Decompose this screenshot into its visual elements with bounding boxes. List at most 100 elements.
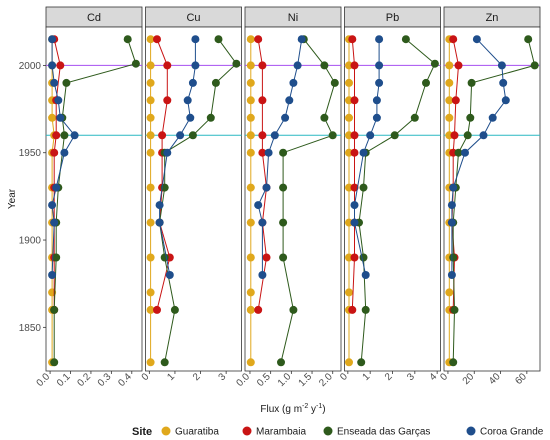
- data-point-pb-0-1980: [345, 96, 353, 105]
- data-point-cu-0-2015: [146, 35, 155, 44]
- data-point-ni-2-1860: [289, 305, 298, 314]
- data-point-pb-1-1960: [350, 131, 359, 140]
- data-point-pb-1-1930: [350, 183, 359, 192]
- panel-cu: Cu 0 1 2 3: [140, 6, 242, 383]
- data-point-ni-0-2015: [246, 35, 255, 44]
- panel-ni: Ni0.0 0.5 1.0 1.5 2.0: [234, 6, 342, 389]
- data-point-ni-3-1960: [270, 131, 279, 140]
- data-point-zn-3-1980: [501, 96, 510, 105]
- data-point-ni-2-1960: [328, 131, 337, 140]
- x-tick-label-cu-3: 3: [217, 371, 229, 383]
- legend-label-3: Coroa Grande: [480, 427, 544, 438]
- x-axis-title-mid: y: [308, 404, 316, 415]
- data-point-ni-1-1980: [258, 96, 267, 105]
- series-line-cu-3: [159, 39, 196, 276]
- data-point-ni-0-1860: [246, 305, 255, 314]
- data-point-ni-2-1930: [279, 183, 288, 192]
- data-point-cd-2-1830: [50, 358, 59, 367]
- data-point-pb-3-1920: [350, 201, 359, 210]
- data-point-zn-2-1830: [449, 358, 458, 367]
- data-point-ni-3-2015: [297, 35, 306, 44]
- data-point-pb-1-1860: [348, 305, 357, 314]
- x-tick-label-pb-2: 2: [383, 371, 395, 383]
- data-point-ni-1-2000: [258, 61, 267, 70]
- data-point-pb-3-1970: [372, 113, 381, 122]
- data-point-zn-0-1980: [445, 96, 454, 105]
- data-point-ni-2-1910: [279, 218, 288, 227]
- data-point-pb-2-1960: [390, 131, 399, 140]
- data-point-cd-3-1910: [50, 218, 59, 227]
- data-point-pb-0-1830: [345, 358, 353, 367]
- data-point-cu-3-1980: [183, 96, 192, 105]
- data-point-ni-1-2015: [254, 35, 263, 44]
- data-point-ni-3-1910: [258, 218, 267, 227]
- data-point-cu-0-2000: [146, 61, 155, 70]
- data-point-pb-3-1960: [366, 131, 375, 140]
- data-point-ni-0-1970: [246, 113, 255, 122]
- panel-frame-ni: [244, 26, 342, 372]
- data-point-zn-0-1990: [445, 78, 454, 87]
- data-point-zn-0-1970: [445, 113, 454, 122]
- data-point-cu-0-1970: [146, 113, 155, 122]
- y-tick-label-2000: 2000: [19, 61, 42, 72]
- data-point-cu-2-1970: [206, 113, 215, 122]
- data-point-zn-2-1890: [449, 253, 458, 262]
- panel-cd: Cd0.0 0.1 0.2 0.3 0.4: [35, 6, 143, 389]
- data-point-cd-2-1990: [62, 78, 71, 87]
- data-point-zn-3-1880: [447, 271, 456, 279]
- x-axis-title-main: Flux (g m: [260, 404, 302, 415]
- data-point-pb-0-1950: [345, 148, 353, 157]
- data-point-cd-2-1960: [60, 131, 69, 140]
- data-point-ni-0-1890: [246, 253, 255, 262]
- data-point-ni-0-1960: [246, 131, 255, 140]
- x-axis-title-end: ): [322, 404, 325, 415]
- data-point-cu-0-1930: [146, 183, 155, 192]
- data-point-ni-2-1830: [277, 358, 285, 367]
- data-point-cu-0-1870: [146, 288, 155, 297]
- data-point-ni-2-1990: [330, 78, 339, 87]
- legend: Site Guaratiba Marambaia Enseada das Garça…: [132, 426, 544, 438]
- data-point-cd-2-1890: [52, 253, 61, 262]
- panel-strip-label-ni: Ni: [288, 12, 298, 24]
- data-point-cd-3-2015: [48, 35, 57, 44]
- data-point-pb-2-1830: [357, 358, 366, 367]
- data-point-ni-1-1950: [258, 148, 267, 157]
- data-point-zn-2-1990: [467, 78, 476, 87]
- data-point-pb-1-2000: [350, 61, 359, 70]
- legend-key-0: [161, 426, 171, 436]
- legend-label-0: Guaratiba: [175, 427, 219, 438]
- panel-strip-label-cd: Cd: [87, 12, 101, 24]
- data-point-ni-0-1930: [246, 183, 255, 192]
- data-point-zn-3-1970: [488, 113, 497, 122]
- y-tick-label-1850: 1850: [19, 323, 42, 334]
- data-point-ni-0-1870: [246, 288, 255, 297]
- data-point-pb-0-1890: [345, 253, 353, 262]
- x-axis-title-sup1: -2: [302, 403, 308, 410]
- legend-title: Site: [132, 426, 152, 438]
- data-point-pb-0-1930: [345, 183, 353, 192]
- legend-key-3: [466, 426, 476, 436]
- data-point-cd-3-1970: [56, 113, 65, 122]
- data-point-cd-2-2001: [131, 59, 140, 68]
- data-point-ni-3-1950: [264, 148, 273, 157]
- data-point-ni-1-1960: [258, 131, 267, 140]
- data-point-ni-2-1950: [279, 148, 288, 157]
- data-point-pb-3-1980: [372, 96, 381, 105]
- x-tick-label-pb-3: 3: [405, 371, 417, 383]
- x-tick-label-cu-0: 0: [140, 371, 152, 383]
- panel-frame-zn: [443, 26, 541, 372]
- x-tick-label-cu-1: 1: [165, 371, 177, 383]
- legend-key-2: [323, 426, 333, 436]
- data-point-cd-3-2000: [48, 61, 57, 70]
- data-point-pb-3-1880: [361, 271, 370, 279]
- y-tick-label-1950: 1950: [19, 148, 42, 159]
- data-point-cu-1-2000: [163, 61, 172, 70]
- data-point-zn-0-2000: [445, 61, 454, 70]
- y-axis-title: Year: [7, 188, 18, 209]
- data-point-cd-1-2000: [56, 61, 65, 70]
- data-point-zn-1-1980: [451, 96, 460, 105]
- legend-label-1: Marambaia: [256, 427, 306, 438]
- data-point-cu-2-1830: [160, 358, 169, 367]
